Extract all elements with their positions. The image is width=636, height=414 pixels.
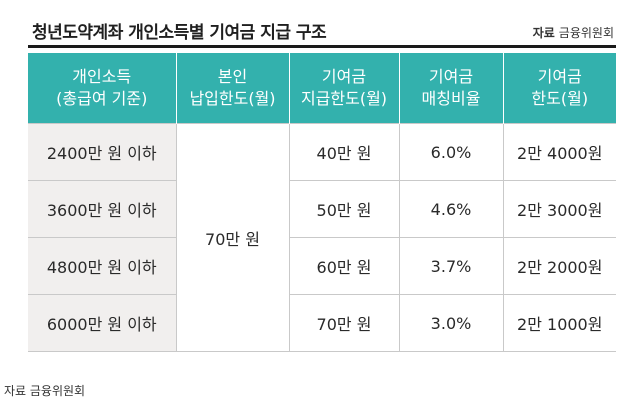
matching-rate-cell: 3.0% [398,294,504,352]
header-personal-limit: 본인 납입한도(월) [176,53,290,124]
table-row: 2400만 원 이하 70만 원 40만 원 6.0% 2만 4000원 [28,123,616,352]
income-cell: 2400만 원 이하 [28,123,177,181]
source-credit-bottom: 자료 금융위원회 [4,384,86,398]
contribution-cap-cell: 2만 4000원 [502,123,616,181]
table-row: 3600만 원 이하 50만 원 4.6% 2만 3000원 [28,180,616,238]
header-matching-rate-line2: 매칭비율 [421,89,481,108]
matching-rate-cell: 6.0% [398,123,504,181]
chart-title: 청년도약계좌 개인소득별 기여금 지급 구조 [32,23,327,43]
matching-rate-cell: 3.7% [398,237,504,295]
income-cell: 4800만 원 이하 [28,237,177,295]
header-contribution-cap-line2: 한도(월) [531,89,589,108]
header-personal-limit-line2: 납입한도(월) [189,89,276,108]
title-divider [28,45,616,48]
contribution-cap-cell: 2만 2000원 [502,237,616,295]
header-income-line2: (총급여 기준) [56,89,148,108]
header-contribution-cap-line1: 기여금 [537,67,582,86]
personal-limit-cell: 70만 원 [175,123,290,352]
matching-rate-cell: 4.6% [398,180,504,238]
header-income: 개인소득 (총급여 기준) [28,53,177,124]
contribution-limit-cell: 40만 원 [288,123,400,181]
source-credit-top: 자료 금융위원회 [533,24,614,41]
table-row: 6000만 원 이하 70만 원 3.0% 2만 1000원 [28,294,616,352]
income-cell: 6000만 원 이하 [28,294,177,352]
header-personal-limit-line1: 본인 [217,67,248,86]
contribution-cap-cell: 2만 3000원 [502,180,616,238]
header-matching-rate: 기여금 매칭비율 [399,53,504,124]
contribution-limit-cell: 50만 원 [288,180,400,238]
header-contribution-limit: 기여금 지급한도(월) [289,53,400,124]
source-value: 금융위원회 [558,26,614,40]
header-matching-rate-line1: 기여금 [428,67,474,86]
header-income-line1: 개인소득 [72,67,132,86]
contribution-limit-cell: 70만 원 [288,294,400,352]
contribution-limit-cell: 60만 원 [288,237,400,295]
contribution-cap-cell: 2만 1000원 [502,294,616,352]
header-contribution-limit-line1: 기여금 [321,67,367,86]
header-contribution-cap: 기여금 한도(월) [503,53,616,124]
source-label: 자료 [532,26,555,40]
table-row: 4800만 원 이하 60만 원 3.7% 2만 2000원 [28,237,616,295]
header-contribution-limit-line2: 지급한도(월) [300,89,388,108]
contribution-table: 개인소득 (총급여 기준) 본인 납입한도(월) 기여금 지급한도(월) 기여금… [28,53,616,352]
income-cell: 3600만 원 이하 [28,180,177,238]
table-header-row: 개인소득 (총급여 기준) 본인 납입한도(월) 기여금 지급한도(월) 기여금… [28,53,616,124]
